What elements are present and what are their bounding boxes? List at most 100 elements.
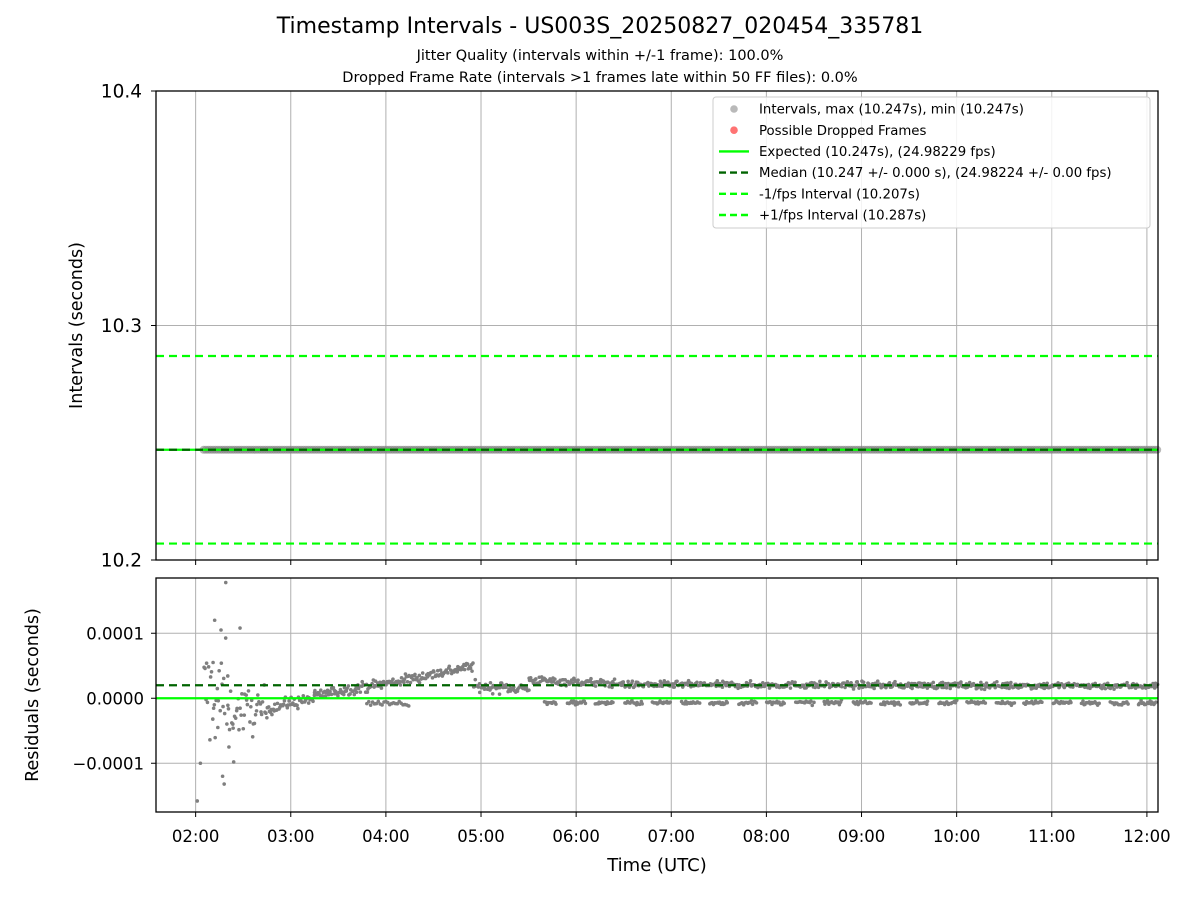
residual-point — [306, 701, 311, 705]
residual-point — [1069, 700, 1073, 705]
residual-point — [254, 709, 259, 713]
residual-point — [402, 677, 407, 682]
residual-point — [984, 681, 989, 686]
residual-point — [640, 702, 644, 706]
y-tick-label: 0.0000 — [86, 689, 144, 708]
y-tick-label: 0.0001 — [86, 624, 144, 643]
residual-point — [910, 686, 914, 691]
residual-point — [782, 701, 787, 706]
residual-point — [720, 685, 725, 690]
residual-point — [241, 726, 246, 731]
residual-point — [512, 685, 516, 690]
residual-point — [233, 716, 238, 720]
residual-point — [380, 703, 384, 707]
residual-point — [954, 698, 959, 703]
residual-point — [490, 691, 495, 696]
residual-point — [259, 712, 264, 717]
residual-point — [948, 686, 952, 691]
residual-point — [336, 694, 340, 698]
residual-point — [255, 702, 259, 707]
residual-point — [231, 722, 235, 726]
residual-point — [675, 679, 679, 684]
residual-point — [264, 711, 268, 716]
y-axis-label-intervals: Intervals (seconds) — [67, 242, 87, 409]
residual-point — [352, 692, 357, 697]
residual-point — [411, 677, 415, 682]
residual-point — [851, 687, 856, 691]
residual-point — [1154, 700, 1158, 704]
residual-point — [249, 704, 253, 709]
residual-outlier — [227, 745, 231, 749]
residual-point — [225, 722, 229, 726]
residual-point — [754, 701, 759, 705]
residual-point — [348, 692, 352, 696]
x-tick-label: 12:00 — [1123, 827, 1171, 846]
residual-point — [995, 679, 999, 684]
residual-point — [610, 685, 614, 690]
residual-point — [245, 702, 250, 707]
residual-point — [435, 668, 440, 673]
residual-point — [398, 679, 403, 684]
residuals-axes-frame — [155, 577, 1159, 813]
residual-outlier — [216, 725, 220, 730]
residual-point — [1112, 687, 1116, 691]
residual-point — [1066, 681, 1071, 685]
residual-point — [849, 680, 853, 685]
residual-point — [242, 713, 247, 717]
residual-point — [417, 673, 422, 678]
residual-point — [983, 701, 988, 705]
residual-point — [931, 680, 936, 685]
residual-point — [853, 684, 858, 688]
residual-point — [402, 680, 406, 685]
residual-outlier — [231, 760, 236, 764]
residual-point — [213, 735, 217, 740]
residual-point — [203, 666, 207, 671]
residual-point — [296, 706, 300, 711]
x-tick-label: 06:00 — [552, 827, 600, 846]
residual-point — [898, 703, 903, 707]
residual-point — [301, 694, 306, 698]
residual-point — [524, 685, 529, 690]
residual-point — [482, 687, 487, 691]
residual-point — [488, 680, 493, 685]
residual-point — [812, 700, 816, 705]
residual-point — [554, 702, 558, 706]
residual-point — [311, 699, 315, 704]
residual-point — [626, 679, 630, 684]
residual-point — [249, 698, 254, 703]
residual-point — [810, 703, 815, 708]
residual-point — [329, 692, 334, 697]
residual-point — [223, 636, 228, 640]
residual-point — [376, 699, 381, 704]
residual-point — [282, 698, 287, 703]
residual-point — [430, 676, 435, 680]
residual-point — [477, 690, 482, 695]
residual-point — [445, 671, 450, 675]
residual-point — [1040, 700, 1044, 704]
y-tick-label: 10.4 — [101, 82, 142, 103]
residual-point — [749, 698, 754, 703]
residual-point — [697, 701, 702, 705]
residual-point — [768, 699, 773, 704]
residual-point — [925, 699, 930, 704]
residual-outlier — [211, 660, 215, 665]
residual-point — [748, 679, 753, 683]
residual-point — [843, 685, 847, 690]
residual-point — [534, 677, 538, 681]
residual-point — [239, 713, 243, 717]
residual-point — [940, 680, 945, 685]
residual-point — [246, 689, 251, 693]
residual-point — [218, 708, 223, 713]
residual-point — [1081, 699, 1085, 703]
residual-point — [415, 676, 419, 680]
residual-point — [341, 692, 346, 697]
residual-outlier — [219, 628, 223, 632]
residual-point — [896, 700, 901, 705]
residual-point — [209, 670, 214, 674]
legend-entry: Median (10.247 +/- 0.000 s), (24.98224 +… — [759, 166, 1112, 181]
residual-point — [630, 698, 634, 703]
residual-point — [295, 703, 299, 708]
residual-point — [788, 686, 793, 690]
residual-point — [1103, 686, 1108, 691]
residual-point — [237, 727, 241, 732]
